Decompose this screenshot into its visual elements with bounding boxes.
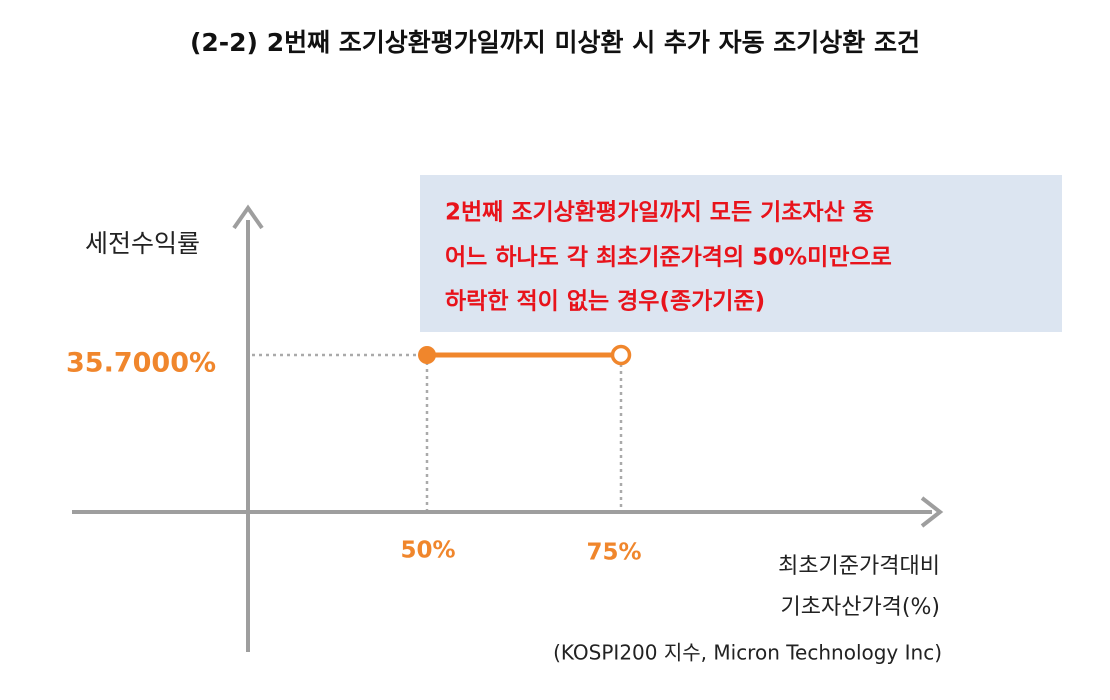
- y-axis-label: 세전수익률: [85, 229, 200, 258]
- open-point: [610, 344, 632, 366]
- x-axis-note: (KOSPI200 지수, Micron Technology Inc): [553, 641, 942, 665]
- x-axis-arrow: [920, 496, 944, 528]
- x-axis-label: 기초자산가격(%): [780, 595, 940, 620]
- payoff-label: 35.7000%: [66, 348, 216, 379]
- title: (2-2) 2번째 조기상환평가일까지 미상환 시 추가 자동 조기상환 조건: [190, 28, 920, 57]
- x-tick-label: 50%: [400, 538, 455, 564]
- x-tick-label: 75%: [586, 540, 641, 566]
- condition-line: 어느 하나도 각 최초기준가격의 50%미만으로: [445, 245, 892, 271]
- condition-line: 2번째 조기상환평가일까지 모든 기초자산 중: [445, 200, 874, 226]
- closed-point: [418, 346, 436, 364]
- x-axis-label: 최초기준가격대비: [778, 554, 940, 579]
- condition-line: 하락한 적이 없는 경우(종가기준): [445, 289, 765, 315]
- condition-box: [420, 175, 1062, 332]
- y-axis-arrow: [232, 204, 264, 230]
